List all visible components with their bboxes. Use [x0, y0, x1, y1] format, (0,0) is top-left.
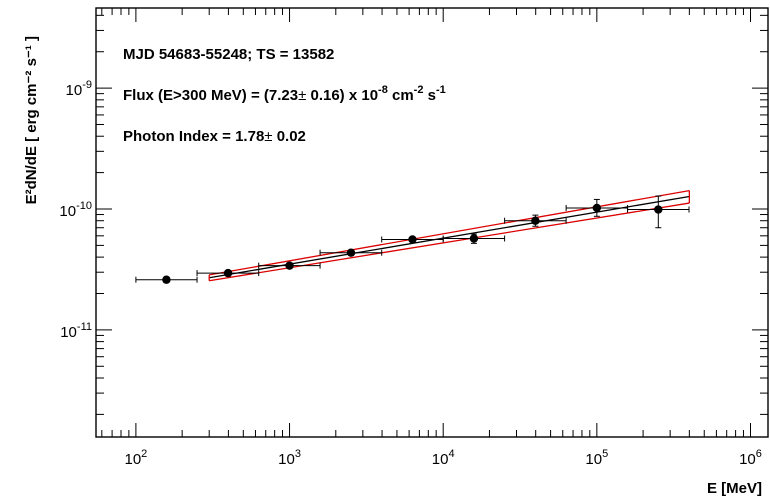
fit-upper-line: [209, 189, 690, 276]
point-marker: [346, 248, 356, 257]
point-marker: [408, 235, 417, 244]
x-tick-label: 106: [739, 448, 762, 468]
point-marker: [531, 216, 540, 225]
data-point: [565, 198, 629, 217]
x-tick-label: 105: [585, 448, 608, 468]
point-marker: [162, 275, 171, 284]
y-tick-label: 10-11: [60, 321, 92, 341]
data-point: [196, 268, 260, 278]
x-tick-label: 102: [124, 448, 147, 468]
y-tick-label: 10-9: [66, 79, 92, 99]
annotation-line: Photon Index = 1.78± 0.02: [123, 128, 306, 145]
data-point: [442, 233, 506, 244]
annotation-line: MJD 54683-55248; TS = 13582: [123, 46, 334, 63]
data-point: [627, 195, 690, 229]
data-point: [135, 275, 198, 284]
y-tick-labels: 10-11 10-10 10-9: [59, 79, 92, 341]
y-tick-label: 10-10: [59, 200, 92, 220]
data-point: [258, 261, 321, 270]
plot-frame: [95, 7, 769, 438]
point-marker: [223, 268, 233, 278]
y-axis-title: E²dN/dE [ erg cm⁻² s⁻¹ ]: [23, 36, 40, 204]
fit-band: [208, 189, 690, 282]
annotation-line: Flux (E>300 MeV) = (7.23± 0.16) x 10-8 c…: [123, 84, 446, 104]
x-tick-label: 104: [432, 448, 455, 468]
data-points: [135, 195, 690, 284]
data-point: [319, 248, 383, 257]
point-marker: [592, 203, 602, 213]
point-marker: [285, 261, 294, 270]
fit-lower-line: [209, 202, 690, 282]
data-point: [504, 214, 567, 227]
point-marker: [469, 234, 479, 243]
axis-ticks: [96, 8, 768, 437]
annotations: MJD 54683-55248; TS = 13582 Flux (E>300 M…: [123, 46, 446, 145]
point-marker: [654, 205, 663, 214]
x-tick-labels: 102 103 104 105 106: [124, 448, 761, 468]
x-tick-label: 103: [278, 448, 301, 468]
x-axis-title: E [MeV]: [707, 480, 762, 497]
